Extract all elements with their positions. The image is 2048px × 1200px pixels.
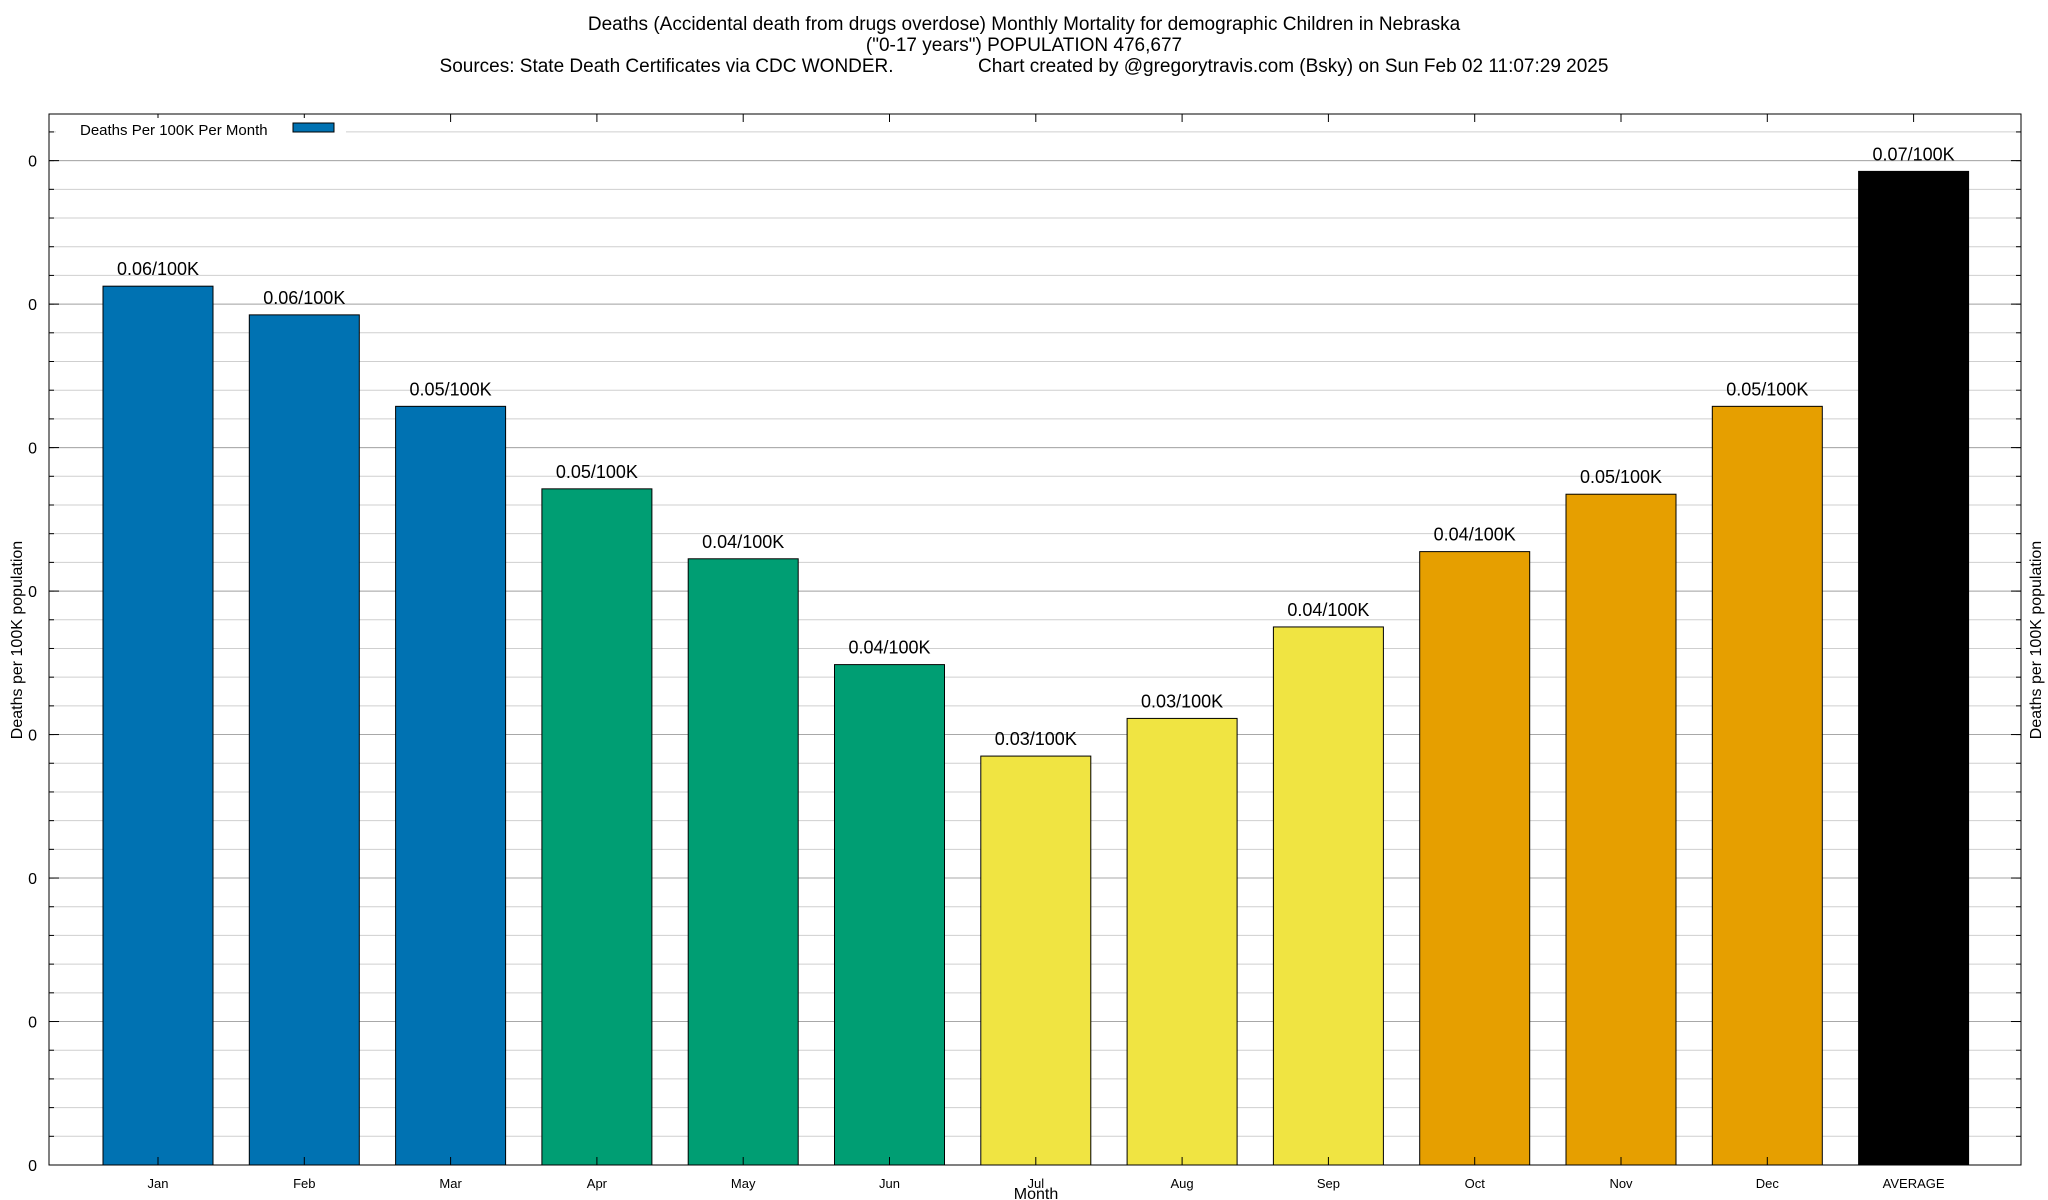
bar-value-label: 0.06/100K xyxy=(263,288,345,308)
y-axis-title-left: Deaths per 100K population xyxy=(9,541,26,739)
x-tick-label: Apr xyxy=(587,1176,608,1191)
x-tick-label: Dec xyxy=(1756,1176,1780,1191)
bar-jun xyxy=(834,664,945,1166)
bar-sep xyxy=(1272,626,1384,1166)
bar-average xyxy=(1858,170,1970,1166)
x-tick-label: Sep xyxy=(1317,1176,1340,1191)
y-tick-label: 0 xyxy=(28,584,37,601)
plot-border xyxy=(48,113,2022,1166)
bar-aug xyxy=(1126,717,1238,1166)
bar-feb xyxy=(248,314,360,1166)
y-tick-label: 0 xyxy=(28,1015,37,1032)
y-tick-label: 0 xyxy=(28,297,37,314)
y-tick-label: 0 xyxy=(28,154,37,171)
x-axis-title: Month xyxy=(1014,1186,1058,1200)
bar-value-label: 0.03/100K xyxy=(995,729,1077,749)
chart-source-credit: Sources: State Death Certificates via CD… xyxy=(439,56,1609,77)
y-tick-label: 0 xyxy=(28,1158,37,1175)
bar-dec xyxy=(1711,405,1823,1166)
x-tick-label: Oct xyxy=(1465,1176,1486,1191)
y-tick-label: 0 xyxy=(28,441,37,458)
legend-box xyxy=(56,118,346,140)
x-tick-label: Aug xyxy=(1171,1176,1194,1191)
bar-value-label: 0.05/100K xyxy=(1726,379,1808,399)
chart-title: Deaths (Accidental death from drugs over… xyxy=(587,14,1461,35)
bar-value-label: 0.05/100K xyxy=(556,462,638,482)
bar-value-label: 0.04/100K xyxy=(848,638,930,658)
x-tick-label: AVERAGE xyxy=(1883,1176,1945,1191)
bar-jan xyxy=(102,285,214,1166)
bar-jul xyxy=(980,755,1092,1166)
bar-value-label: 0.04/100K xyxy=(1434,525,1516,545)
x-tick-label: Jul xyxy=(1027,1176,1044,1191)
bar-value-label: 0.03/100K xyxy=(1141,691,1223,711)
legend-swatch xyxy=(292,122,335,133)
bar-value-label: 0.04/100K xyxy=(702,532,784,552)
x-tick-label: May xyxy=(731,1176,756,1191)
bar-may xyxy=(687,558,799,1166)
bar-value-label: 0.04/100K xyxy=(1287,600,1369,620)
y-tick-label: 0 xyxy=(28,871,37,888)
chart-subtitle: ("0-17 years") POPULATION 476,677 xyxy=(865,35,1183,56)
x-tick-label: Mar xyxy=(439,1176,462,1191)
y-tick-label: 0 xyxy=(28,728,37,745)
bar-oct xyxy=(1419,551,1531,1166)
bar-value-label: 0.05/100K xyxy=(410,379,492,399)
bar-nov xyxy=(1565,493,1677,1166)
bar-value-label: 0.05/100K xyxy=(1580,467,1662,487)
x-tick-label: Jun xyxy=(879,1176,900,1191)
x-tick-label: Nov xyxy=(1609,1176,1633,1191)
y-axis-title-right: Deaths per 100K population xyxy=(2028,541,2045,739)
x-tick-label: Feb xyxy=(293,1176,315,1191)
x-tick-label: Jan xyxy=(148,1176,169,1191)
legend-label: Deaths Per 100K Per Month xyxy=(80,122,268,139)
bar-apr xyxy=(541,488,653,1166)
bar-mar xyxy=(395,405,507,1166)
bar-value-label: 0.07/100K xyxy=(1873,144,1955,164)
bar-value-label: 0.06/100K xyxy=(117,259,199,279)
